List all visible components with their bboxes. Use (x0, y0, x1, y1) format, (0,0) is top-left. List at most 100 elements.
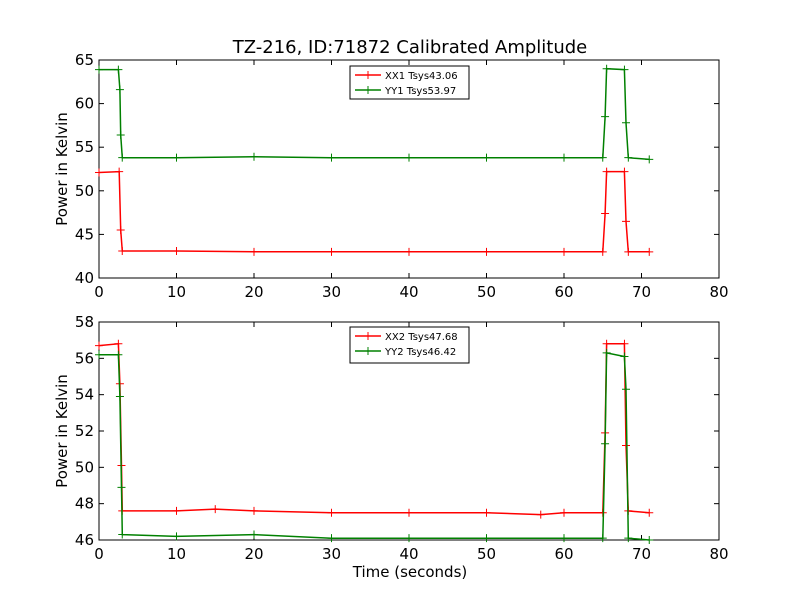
figure-title: TZ-216, ID:71872 Calibrated Amplitude (232, 37, 588, 58)
data-point (95, 65, 103, 74)
data-point (482, 534, 491, 543)
data-point (622, 217, 630, 226)
data-point (114, 350, 123, 359)
data-point (624, 247, 633, 256)
x-tick-label: 30 (322, 283, 341, 301)
x-tick-label: 50 (477, 283, 496, 301)
data-point (645, 508, 654, 517)
data-point (118, 530, 127, 539)
legend-marker (364, 71, 372, 79)
data-point (624, 534, 633, 543)
y-tick-label: 55 (75, 138, 94, 156)
series-line (98, 342, 650, 516)
legend-label: YY1 Tsys53.97 (384, 86, 456, 97)
y-tick-label: 54 (75, 386, 94, 404)
x-tick-label: 20 (244, 545, 263, 563)
data-point (114, 339, 123, 348)
y-axis-label: Power in Kelvin (53, 112, 71, 226)
x-tick-label: 80 (709, 283, 728, 301)
upper-plot: 0 10 20 30 40 50 60 70 80 40 45 50 55 60 65 Power in Ke… (53, 51, 729, 301)
data-point (620, 352, 629, 361)
data-point (482, 247, 491, 256)
legend-box (349, 65, 470, 100)
y-tick-label: 48 (75, 495, 94, 513)
lower-plot: 0 10 20 30 40 50 60 70 80 46 48 50 52 54 56 58 Power in … (53, 313, 729, 563)
data-point (250, 530, 258, 539)
data-point (117, 483, 126, 492)
series-line (99, 351, 650, 541)
x-tick-label: 40 (399, 545, 418, 563)
data-point (405, 153, 413, 162)
data-point (560, 153, 568, 162)
data-point (115, 167, 124, 176)
y-tick-label: 60 (75, 95, 94, 113)
data-point (327, 534, 336, 543)
data-point (405, 508, 413, 517)
data-point (602, 167, 611, 176)
data-point (560, 534, 568, 543)
y-tick-label: 46 (75, 531, 94, 549)
series-line (99, 67, 650, 161)
data-point (118, 246, 127, 255)
data-point (598, 153, 607, 162)
data-point (95, 168, 103, 177)
series-line (98, 170, 650, 253)
y-axis-label: Power in Kelvin (53, 374, 71, 488)
legend-box (349, 326, 470, 364)
y-tick-label: 52 (75, 422, 94, 440)
y-tick-label: 50 (75, 458, 94, 476)
data-point (620, 339, 629, 348)
data-point (536, 510, 545, 519)
x-tick-label: 40 (399, 283, 418, 301)
data-point (116, 226, 125, 235)
data-point (645, 247, 654, 256)
data-point (601, 112, 610, 121)
data-point (118, 153, 127, 162)
x-tick-label: 10 (167, 545, 186, 563)
data-point (601, 439, 610, 448)
data-point (116, 130, 125, 139)
data-point (645, 536, 654, 544)
data-point (114, 65, 123, 74)
data-point (327, 247, 336, 256)
x-tick-label: 60 (554, 283, 573, 301)
data-point (172, 153, 181, 162)
y-tick-label: 58 (75, 313, 94, 331)
data-point (645, 155, 654, 164)
y-tick-label: 56 (75, 349, 94, 367)
data-point (560, 247, 568, 256)
legend-label: XX2 Tsys47.68 (385, 332, 458, 343)
data-point (327, 508, 336, 517)
data-point (115, 392, 124, 401)
data-point (622, 441, 630, 450)
data-point (172, 506, 181, 515)
x-tick-label: 0 (94, 545, 104, 563)
data-point (250, 247, 258, 256)
legend-label: XX1 Tsys43.06 (385, 71, 458, 82)
x-tick-label: 80 (709, 545, 728, 563)
data-point (327, 153, 336, 162)
y-tick-label: 40 (75, 269, 94, 287)
y-tick-label: 50 (75, 182, 94, 200)
x-tick-label: 0 (94, 283, 104, 301)
x-tick-label: 50 (477, 545, 496, 563)
data-point (211, 505, 220, 514)
data-point (482, 508, 491, 517)
data-point (560, 508, 568, 517)
y-tick-label: 45 (75, 225, 94, 243)
legend-marker (364, 347, 372, 355)
legend-label: YY2 Tsys46.42 (384, 347, 456, 358)
x-tick-label: 20 (244, 283, 263, 301)
data-point (601, 209, 610, 218)
data-point (405, 534, 413, 543)
data-point (405, 247, 413, 256)
x-tick-label: 30 (322, 545, 341, 563)
data-point (602, 348, 611, 357)
data-point (172, 246, 181, 255)
data-point (622, 385, 630, 394)
data-point (624, 153, 633, 162)
data-point (602, 339, 611, 348)
data-point (95, 341, 103, 350)
x-tick-label: 10 (167, 283, 186, 301)
